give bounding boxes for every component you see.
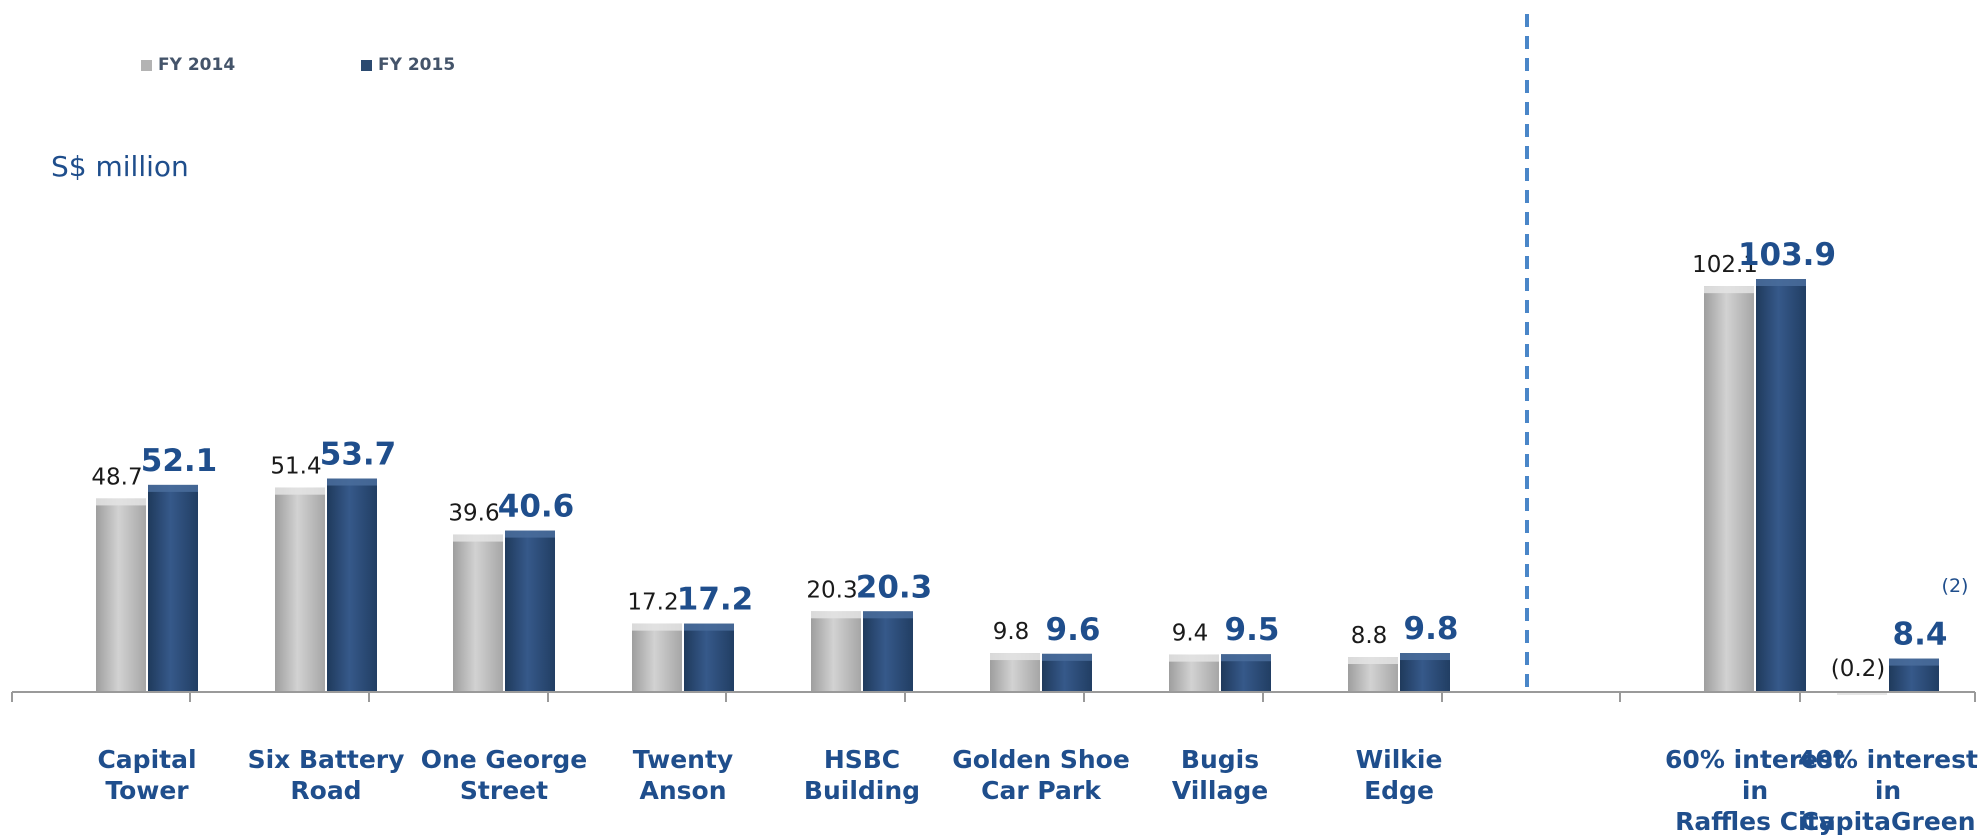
bar-cap-fy2014 [96, 498, 146, 506]
data-label-fy2014: 48.7 [91, 464, 142, 490]
category-label-line: Six Battery [247, 745, 405, 774]
bar-fy2015 [327, 478, 377, 692]
bar-cap-fy2014 [1169, 654, 1219, 662]
category-label-line: HSBC [823, 745, 901, 774]
bar-fy2015 [1756, 278, 1806, 692]
bar-cap-fy2015 [148, 484, 198, 492]
legend-label-fy2014: FY 2014 [158, 55, 236, 75]
category-label-line: Street [459, 776, 549, 805]
category-label-line: Bugis [1180, 745, 1260, 774]
category-label-line: Edge [1364, 776, 1434, 805]
category-label-line: Raffles City [1675, 807, 1835, 836]
bar-cap-fy2015 [1889, 658, 1939, 666]
category-label-line: Car Park [981, 776, 1101, 805]
bar-fy2014 [1704, 286, 1754, 692]
bar-cap-fy2015 [327, 478, 377, 486]
bar-fy2014 [632, 623, 682, 692]
legend-swatch-fy2015 [361, 59, 372, 71]
category-label: Capital Tower [52, 744, 242, 806]
category-label-line: Building [803, 776, 921, 805]
data-label-fy2015: 9.5 [1225, 612, 1280, 648]
bar-fy2014 [96, 498, 146, 692]
bar-cap-fy2014 [453, 534, 503, 542]
category-label-line: Village [1171, 776, 1269, 805]
bar-fy2014 [1837, 692, 1887, 695]
category-label-line: Golden Shoe [952, 745, 1130, 774]
category-label-line: Tower [105, 776, 189, 805]
data-label-fy2015: 40.6 [498, 489, 575, 525]
bar-fy2014 [811, 611, 861, 692]
unit-label: S$ million [51, 150, 189, 183]
footnote-marker: (2) [1942, 575, 1969, 597]
bar-cap-fy2014 [632, 623, 682, 631]
category-label: HSBC Building [767, 744, 957, 806]
data-label-fy2014: 17.2 [627, 590, 678, 616]
data-label-fy2015: 20.3 [856, 569, 933, 605]
category-label-line: Road [290, 776, 362, 805]
bar-cap-fy2015 [1042, 653, 1092, 661]
bar-cap-fy2015 [863, 611, 913, 619]
category-label-line: 40% interest [1798, 745, 1978, 774]
bar-fy2015 [505, 530, 555, 692]
data-label-fy2014: 39.6 [448, 501, 499, 527]
bar-cap-fy2015 [1221, 654, 1271, 662]
legend-label-fy2015: FY 2015 [378, 55, 456, 75]
data-label-fy2015: 17.2 [677, 582, 754, 618]
data-label-fy2014: 20.3 [806, 577, 857, 603]
category-label: Twenty Anson [588, 744, 778, 806]
category-label-line: Anson [639, 776, 727, 805]
data-label-fy2015: 53.7 [320, 437, 397, 473]
bar-cap-fy2015 [1400, 653, 1450, 661]
bar-cap-fy2015 [684, 623, 734, 631]
data-label-fy2014: 9.8 [993, 619, 1030, 645]
data-label-fy2014: 51.4 [270, 454, 321, 480]
data-label-fy2014: 8.8 [1351, 623, 1388, 649]
category-label: One George Street [409, 744, 599, 806]
bar-cap-fy2015 [1756, 278, 1806, 286]
bar-cap-fy2014 [990, 653, 1040, 661]
bar-fy2014 [453, 534, 503, 692]
data-label-fy2015: 52.1 [141, 443, 218, 479]
bar-cap-fy2015 [505, 530, 555, 538]
category-label-line: One George [420, 745, 588, 774]
bar-fy2015 [684, 623, 734, 692]
data-label-fy2015: 8.4 [1893, 617, 1948, 653]
legend-fy2015: FY 2015 [361, 55, 455, 75]
bar-fy2015 [148, 484, 198, 692]
category-label: Golden Shoe Car Park [946, 744, 1136, 806]
data-label-fy2015: 9.6 [1046, 612, 1101, 648]
bar-cap-fy2014 [1704, 286, 1754, 294]
data-label-fy2014: 102.1 [1692, 252, 1758, 278]
category-label-line: Capital [97, 745, 197, 774]
bar-cap-fy2014 [1348, 657, 1398, 665]
category-label: Six Battery Road [231, 744, 421, 806]
legend-swatch-fy2014 [141, 59, 152, 71]
category-label-line: CapitaGreen [1800, 807, 1976, 836]
data-label-fy2014: (0.2) [1831, 656, 1886, 682]
category-label: Bugis Village [1125, 744, 1315, 806]
category-label-line: Twenty [632, 745, 734, 774]
category-label: 60% interest in Raffles City [1660, 744, 1850, 837]
bar-fy2014 [275, 487, 325, 692]
bar-cap-fy2014 [811, 611, 861, 619]
data-label-fy2015: 9.8 [1404, 611, 1459, 647]
category-label: 40% interest in CapitaGreen [1793, 744, 1981, 837]
category-label-line: in [1741, 776, 1769, 805]
data-label-fy2015: 103.9 [1738, 237, 1836, 273]
category-label-line: in [1874, 776, 1902, 805]
data-label-fy2014: 9.4 [1172, 621, 1209, 647]
category-label-line: Wilkie [1355, 745, 1443, 774]
bar-cap-fy2014 [275, 487, 325, 495]
legend-fy2014: FY 2014 [141, 55, 235, 75]
category-label-line: 60% interest [1665, 745, 1845, 774]
category-label: Wilkie Edge [1304, 744, 1494, 806]
bar-fy2015 [863, 611, 913, 692]
